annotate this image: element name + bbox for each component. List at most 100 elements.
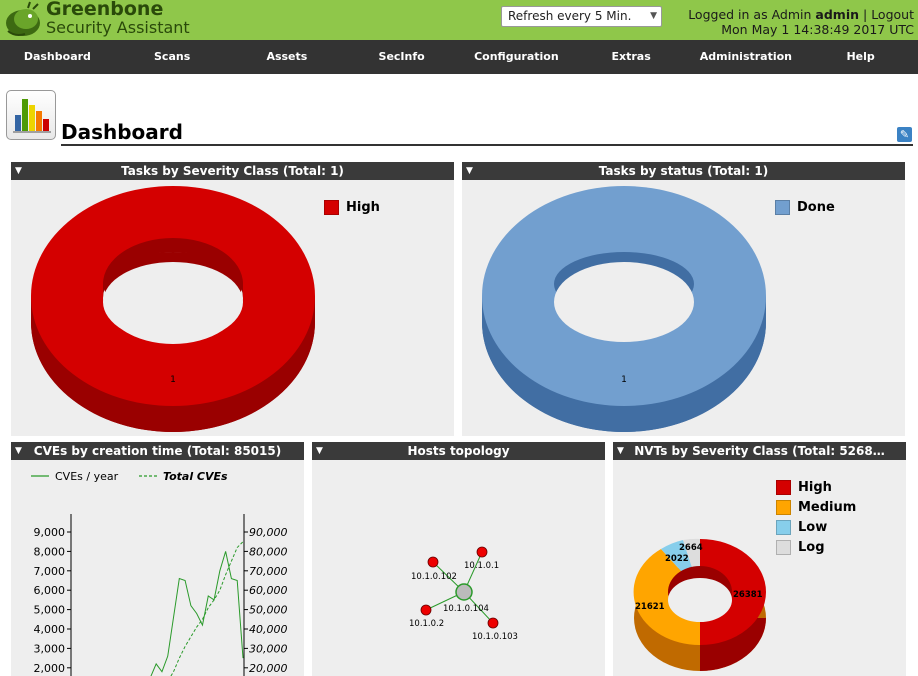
- legend-item-log[interactable]: Log: [776, 538, 856, 558]
- donut-chart: 2664 2022 21621 26381: [633, 538, 766, 671]
- panel-title: Tasks by Severity Class (Total: 1): [121, 164, 344, 178]
- host-node: [487, 617, 499, 629]
- nav-assets[interactable]: Assets: [266, 50, 308, 63]
- panel-title: Tasks by status (Total: 1): [598, 164, 769, 178]
- host-label: 10.1.0.103: [472, 632, 518, 642]
- refresh-select[interactable]: Refresh every 5 Min. ▼: [501, 6, 662, 27]
- y-left-tick-label: 7,000: [34, 565, 66, 578]
- greenbone-logo[interactable]: [3, 1, 43, 39]
- host-node: [420, 604, 432, 616]
- page-title: Dashboard: [61, 120, 183, 144]
- legend-item-done[interactable]: Done: [775, 198, 835, 218]
- nav-administration[interactable]: Administration: [699, 50, 793, 63]
- y-right-tick-label: 40,000: [249, 623, 288, 636]
- y-right-tick-label: 50,000: [249, 604, 288, 617]
- donut-slice-medium: [633, 549, 700, 646]
- y-right-tick-label: 80,000: [249, 545, 288, 558]
- y-left-tick-label: 5,000: [34, 604, 66, 617]
- legend-label: Medium: [798, 500, 857, 515]
- legend-item-medium[interactable]: Medium: [776, 498, 856, 518]
- panel-header: ▼ Tasks by Severity Class (Total: 1): [11, 162, 454, 180]
- panel-title: NVTs by Severity Class (Total: 5268…: [634, 444, 885, 458]
- brand-name: Greenbone: [46, 0, 164, 20]
- y-left-tick-label: 6,000: [34, 584, 66, 597]
- panel-menu-icon[interactable]: ▼: [466, 166, 473, 176]
- slice-label: 26381: [733, 590, 763, 600]
- host-node: [476, 546, 488, 558]
- slice-label: 2664: [679, 543, 703, 553]
- legend-label: Low: [798, 520, 828, 535]
- legend-label: Done: [797, 200, 835, 215]
- host-label: 10.1.0.102: [411, 572, 457, 582]
- user-role: Admin: [771, 7, 812, 22]
- gateway-node: [455, 583, 473, 601]
- donut-chart: 1: [31, 186, 315, 432]
- slice-label: 1: [170, 375, 176, 385]
- legend-label: High: [798, 480, 832, 495]
- panel-title: CVEs by creation time (Total: 85015): [33, 444, 282, 458]
- panel-cves: ▼ CVEs by creation time (Total: 85015) C…: [11, 442, 304, 676]
- refresh-select-value: Refresh every 5 Min.: [508, 9, 632, 23]
- legend-swatch: [776, 500, 791, 515]
- line-chart: CVEs / year Total CVEs 9,000 8,000 7,000 6,…: [31, 470, 288, 676]
- main-nav: Dashboard Scans Assets SecInfo Configura…: [0, 40, 918, 74]
- y-right-tick-label: 20,000: [249, 662, 288, 675]
- topology-graph: 10.1.0.102 10.1.0.1 10.1.0.104 10.1.0.2 …: [409, 546, 518, 642]
- legend-series-2: Total CVEs: [163, 470, 228, 483]
- panel-title: Hosts topology: [407, 444, 510, 458]
- panel-menu-icon[interactable]: ▼: [15, 166, 22, 176]
- nav-secinfo[interactable]: SecInfo: [378, 50, 425, 63]
- username-link[interactable]: admin: [815, 7, 859, 22]
- legend: Done: [775, 198, 835, 218]
- nav-help[interactable]: Help: [846, 50, 875, 63]
- panel-menu-icon[interactable]: ▼: [316, 446, 323, 456]
- y-left-tick-label: 8,000: [34, 545, 66, 558]
- legend-label: Log: [798, 540, 825, 555]
- nav-extras[interactable]: Extras: [611, 50, 651, 63]
- panel-menu-icon[interactable]: ▼: [15, 446, 22, 456]
- y-right-tick-label: 30,000: [249, 642, 288, 655]
- slice-label: 2022: [665, 554, 689, 564]
- legend-item-high[interactable]: High: [324, 198, 380, 218]
- donut-chart: 1: [482, 186, 766, 432]
- legend-swatch: [776, 520, 791, 535]
- logged-in-label: Logged in as: [688, 7, 768, 22]
- panel-header: ▼ CVEs by creation time (Total: 85015): [11, 442, 304, 460]
- dashboard-chart-icon: [6, 90, 56, 140]
- legend-item-low[interactable]: Low: [776, 518, 856, 538]
- separator: |: [862, 7, 868, 22]
- legend: High Medium Low Log: [776, 478, 856, 558]
- chevron-down-icon: ▼: [650, 11, 657, 21]
- legend-item-high[interactable]: High: [776, 478, 856, 498]
- legend: High: [324, 198, 380, 218]
- panel-header: ▼ Hosts topology: [312, 442, 605, 460]
- panel-tasks-severity: ▼ Tasks by Severity Class (Total: 1) 1 H…: [11, 162, 454, 436]
- slice-label: 1: [621, 375, 627, 385]
- host-node: [427, 556, 439, 568]
- donut-hole: [554, 262, 694, 342]
- wrench-icon[interactable]: ✎: [897, 127, 912, 142]
- nav-configuration[interactable]: Configuration: [474, 50, 559, 63]
- title-divider: [61, 144, 913, 146]
- y-right-tick-label: 60,000: [249, 584, 288, 597]
- host-label: 10.1.0.104: [443, 604, 489, 614]
- legend-swatch: [775, 200, 790, 215]
- datetime: Mon May 1 14:38:49 2017 UTC: [721, 22, 914, 37]
- y-right-tick-label: 90,000: [249, 526, 288, 539]
- legend-swatch: [776, 540, 791, 555]
- panel-menu-icon[interactable]: ▼: [617, 446, 624, 456]
- slice-label: 21621: [635, 602, 665, 612]
- host-label: 10.1.0.1: [464, 561, 499, 571]
- panel-nvts-severity: ▼ NVTs by Severity Class (Total: 5268… 2…: [613, 442, 906, 676]
- legend-series-1: CVEs / year: [55, 470, 119, 483]
- nav-dashboard[interactable]: Dashboard: [23, 50, 91, 63]
- y-right-tick-label: 70,000: [249, 565, 288, 578]
- panel-tasks-status: ▼ Tasks by status (Total: 1) 1 Done: [462, 162, 905, 436]
- logout-link[interactable]: Logout: [871, 7, 914, 22]
- host-label: 10.1.0.2: [409, 619, 444, 629]
- nav-scans[interactable]: Scans: [154, 50, 191, 63]
- y-left-tick-label: 9,000: [34, 526, 66, 539]
- y-left-tick-label: 2,000: [34, 662, 66, 675]
- legend-swatch: [776, 480, 791, 495]
- brand-subtitle: Security Assistant: [46, 18, 190, 37]
